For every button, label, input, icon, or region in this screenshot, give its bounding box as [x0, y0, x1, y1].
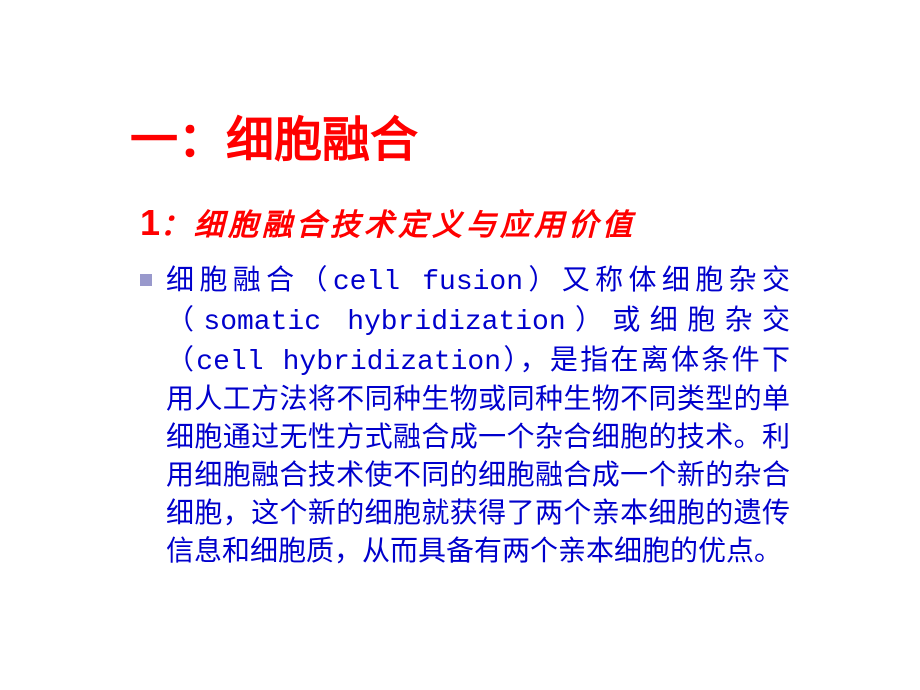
subtitle-number: 1: [140, 202, 160, 243]
body-seg-1: 细胞融合（: [166, 265, 333, 296]
body-paragraph: 细胞融合（cell fusion）又称体细胞杂交（somatic hybridi…: [166, 262, 790, 570]
body-latin-2: somatic hybridization: [203, 307, 565, 338]
slide-container: 一：细胞融合 1：细胞融合技术定义与应用价值 细胞融合（cell fusion）…: [0, 0, 920, 570]
bullet-square-icon: [140, 274, 152, 286]
slide-title: 一：细胞融合: [130, 100, 790, 170]
body-wrapper: 细胞融合（cell fusion）又称体细胞杂交（somatic hybridi…: [140, 262, 790, 570]
subtitle-text: ：细胞融合技术定义与应用价值: [160, 209, 636, 242]
body-latin-3: cell hybridization: [196, 347, 501, 378]
body-latin-1: cell fusion: [333, 267, 523, 298]
slide-subtitle: 1：细胞融合技术定义与应用价值: [140, 200, 790, 244]
